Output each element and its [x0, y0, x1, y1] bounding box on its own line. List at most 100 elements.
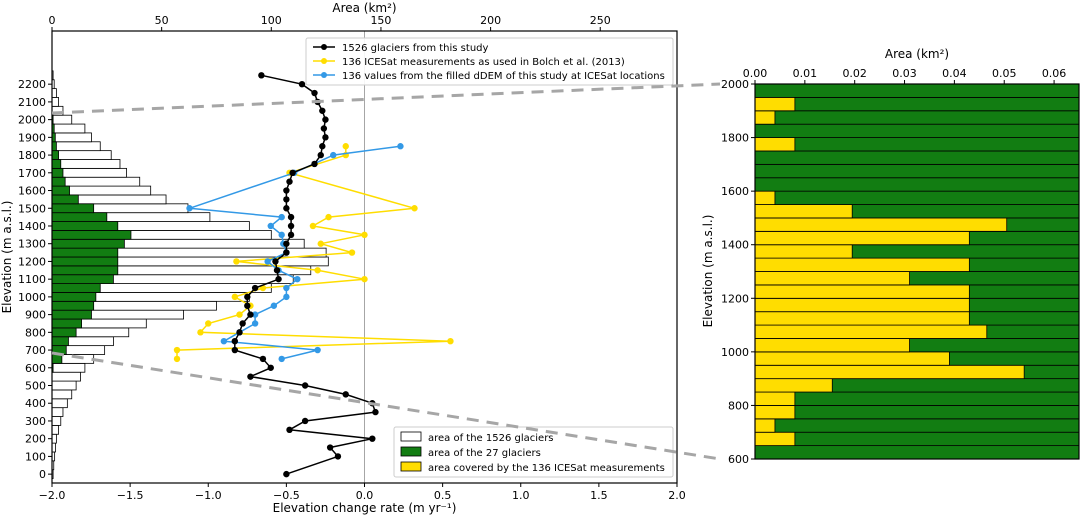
icesat-line-point — [309, 222, 317, 230]
glaciers-line-point — [272, 258, 279, 265]
right-y-tick-label: 800 — [728, 399, 749, 412]
area-bar-1526 — [52, 114, 73, 125]
icesat-line-point — [348, 249, 356, 256]
y-tick-label: 1100 — [18, 273, 46, 286]
icesat-area-bar — [755, 351, 950, 366]
icesat-line-point — [236, 311, 243, 318]
icesat-line-point — [317, 240, 324, 247]
icesat-area-bar — [755, 257, 970, 272]
glaciers-line-point — [301, 382, 309, 389]
right-plot-frame — [754, 83, 1080, 460]
icesat-area-bar — [755, 204, 853, 219]
y-tick-label: 800 — [25, 326, 46, 339]
icesat-area-bar — [755, 230, 970, 246]
icesat-area-bar — [755, 378, 833, 393]
icesat-area-bar — [755, 217, 1008, 232]
area-bar-1526 — [52, 150, 112, 160]
top-tick-label: 0 — [49, 14, 56, 27]
legend-bar-all-swatch — [400, 431, 422, 442]
area-bar-27 — [52, 185, 70, 196]
icesat-area-bar — [755, 311, 970, 326]
left-area-bars — [52, 70, 329, 479]
icesat-line-point — [325, 213, 332, 221]
area-bar-1526 — [52, 416, 62, 426]
right-y-tick-label: 1000 — [721, 346, 749, 359]
right-y-axis: 600 800 1000 1200 1400 1600 1800 2000 — [721, 78, 755, 466]
y-tick-label: 700 — [25, 344, 46, 357]
area-bar-1526 — [52, 433, 57, 444]
glaciers-line-point — [289, 169, 296, 177]
right-x-tick-label: 0.03 — [892, 67, 917, 80]
icesat-area-bar — [755, 96, 796, 112]
y-tick-label: 0 — [39, 468, 46, 481]
glaciers-line-point — [369, 435, 376, 442]
green-area-bar — [755, 137, 1079, 152]
icesat-area-bar — [755, 284, 970, 299]
glaciers-line-point — [283, 240, 290, 247]
glaciers-line-point — [239, 320, 246, 327]
green-area-bar — [755, 405, 1079, 420]
glaciers-line-point — [372, 408, 379, 416]
y-tick-label: 1300 — [18, 238, 46, 251]
green-area-bar — [755, 84, 1079, 98]
right-y-axis-label: Elevation (m a.s.l.) — [701, 215, 715, 328]
y-tick-label: 1500 — [18, 202, 46, 215]
icesat-area-bar — [755, 137, 796, 152]
y-tick-label: 1000 — [18, 291, 46, 304]
right-x-tick-label: 0.00 — [743, 67, 768, 80]
glaciers-line-point — [259, 355, 267, 363]
glaciers-line-point — [258, 72, 265, 79]
area-bar-27 — [52, 212, 108, 222]
icesat-line-point — [447, 337, 454, 345]
glaciers-line-point — [244, 293, 251, 301]
right-y-tick-label: 1600 — [721, 185, 749, 198]
ddem-line-point — [283, 293, 290, 301]
legend-line-ddem-label: 136 values from the filled dDEM of this … — [342, 71, 665, 82]
zoom-connector-bottom — [51, 351, 721, 461]
glaciers-line-point — [322, 134, 329, 141]
legend-line-glaciers-label: 1526 glaciers from this study — [342, 43, 489, 54]
zoom-connector-top — [51, 82, 721, 115]
right-top-x-axis: 0.00 0.01 0.02 0.03 0.04 0.05 0.06 — [743, 67, 1066, 84]
y-tick-label: 1200 — [18, 255, 46, 268]
right-y-tick-label: 1200 — [721, 292, 749, 305]
glaciers-line-point — [275, 275, 282, 283]
top-tick-label: 50 — [155, 14, 169, 27]
legend-bar-27-swatch — [400, 446, 422, 457]
y-tick-label: 1800 — [18, 149, 46, 162]
glaciers-line-point — [311, 89, 318, 97]
area-bar-1526 — [52, 141, 101, 152]
legend-bar-27-label: area of the 27 glaciers — [428, 448, 541, 459]
top-tick-label: 250 — [590, 14, 611, 27]
icesat-line-point — [197, 329, 204, 336]
area-bar-1526 — [52, 123, 86, 134]
ddem-line-point — [314, 346, 321, 354]
glaciers-line-point — [286, 178, 293, 185]
right-x-axis-label: Area (km²) — [885, 47, 949, 61]
icesat-area-bar — [755, 418, 776, 433]
area-bar-27 — [52, 283, 101, 293]
glaciers-line-point — [283, 470, 290, 478]
x-tick-label: −1.5 — [117, 489, 144, 502]
right-x-tick-label: 0.05 — [992, 67, 1017, 80]
glaciers-line-point — [287, 222, 295, 230]
glaciers-line-point — [326, 444, 334, 451]
glaciers-line-point — [317, 151, 324, 159]
glaciers-line-point — [319, 107, 326, 114]
left-y-axis-label: Elevation (m a.s.l.) — [0, 201, 14, 314]
glaciers-line-point — [286, 426, 293, 434]
icesat-line-point — [342, 143, 349, 150]
glaciers-line-point — [283, 196, 290, 203]
y-tick-label: 100 — [25, 450, 46, 463]
icesat-area-bar — [755, 324, 988, 339]
line-legend-box — [305, 37, 674, 86]
icesat-area-bar — [755, 391, 796, 406]
x-tick-label: 2.0 — [668, 489, 686, 502]
legend-bar-icesat-label: area covered by the 136 ICESat measureme… — [428, 463, 665, 474]
glaciers-line-point — [342, 391, 349, 398]
glaciers-line-point — [320, 125, 328, 132]
top-tick-label: 100 — [261, 14, 282, 27]
area-bar-27 — [52, 300, 95, 311]
glaciers-line-point — [283, 187, 290, 194]
area-bar-1526 — [52, 371, 81, 382]
